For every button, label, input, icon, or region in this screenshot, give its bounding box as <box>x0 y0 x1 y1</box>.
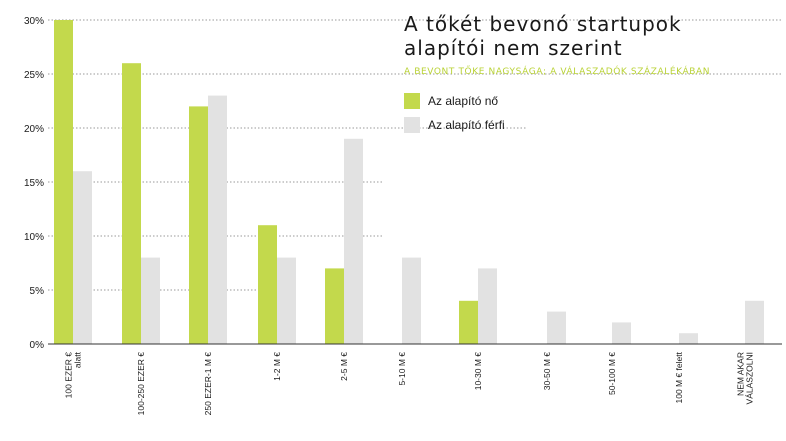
y-tick-label: 0% <box>30 340 45 351</box>
legend-item-female: Az alapító nő <box>404 93 498 109</box>
bar-male <box>745 300 764 344</box>
bar-male <box>547 311 566 344</box>
y-tick-label: 5% <box>30 286 45 297</box>
chart-title: A tőkét bevonó startupok alapítói nem sz… <box>404 12 774 60</box>
bar-male <box>73 171 92 344</box>
bar-female <box>459 300 478 344</box>
x-tick-label: 100 M € felett <box>674 351 684 403</box>
x-tick-label: 1-2 M € <box>272 352 282 381</box>
x-tick-label-line: 100-250 EZER € <box>136 352 146 416</box>
x-tick-label: 2-5 M € <box>339 352 349 381</box>
x-tick-label: NEM AKAR VÁLASZOLNI <box>736 352 755 404</box>
chart-subtitle: A BEVONT TŐKE NAGYSÁGA; A VÁLASZADÓK SZÁ… <box>404 67 711 77</box>
y-axis-ticks: 0% 5% 10% 15% 20% 25% 30% <box>24 16 44 351</box>
x-tick-label: 250 EZER-1 M € <box>203 352 213 416</box>
x-tick-label: 100-250 EZER € <box>136 352 146 416</box>
chart-title-line-2: alapítói nem szerint <box>404 36 623 60</box>
legend-label-male: Az alapító férfi <box>428 118 505 132</box>
x-tick-label-line: 50-100 M € <box>607 352 617 395</box>
legend-swatch-male <box>404 117 420 133</box>
gridlines <box>48 19 782 291</box>
chart-title-line-1: A tőkét bevonó startupok <box>404 12 682 36</box>
y-tick-label: 10% <box>24 232 44 243</box>
x-tick-label: 50-100 M € <box>607 352 617 395</box>
bar-female <box>54 20 73 344</box>
y-tick-label: 30% <box>24 16 44 27</box>
y-tick-label: 20% <box>24 124 44 135</box>
x-axis-ticks: 100 EZER € alatt 100-250 EZER € 250 EZER-1 … <box>64 351 755 415</box>
x-tick-label-line: 30-50 M € <box>542 352 552 391</box>
y-tick-label: 25% <box>24 70 44 81</box>
x-tick-label: 10-30 M € <box>473 352 483 391</box>
bars <box>54 20 764 345</box>
bar-male <box>478 268 497 344</box>
x-tick-label-line: NEM AKAR <box>736 352 746 396</box>
y-tick-label: 15% <box>24 178 44 189</box>
x-tick-label-line: 5-10 M € <box>397 352 407 386</box>
x-tick-label-line: 100 EZER € <box>64 352 74 399</box>
bar-male <box>612 322 631 344</box>
x-tick-label-line: 100 M € felett <box>674 351 684 403</box>
x-tick-label: 100 EZER € alatt <box>64 351 83 398</box>
bar-female <box>122 63 141 344</box>
bar-male <box>344 138 363 344</box>
x-tick-label-line: alatt <box>73 351 83 368</box>
bar-male <box>141 257 160 344</box>
legend-label-female: Az alapító nő <box>428 94 499 108</box>
bar-female <box>189 106 208 345</box>
x-tick-label: 5-10 M € <box>397 352 407 386</box>
x-tick-label-line: 2-5 M € <box>339 352 349 381</box>
x-tick-label: 30-50 M € <box>542 352 552 391</box>
x-tick-label-line: VÁLASZOLNI <box>745 352 755 404</box>
legend-swatch-female <box>404 93 420 109</box>
x-tick-label-line: 250 EZER-1 M € <box>203 352 213 416</box>
x-tick-label-line: 10-30 M € <box>473 352 483 391</box>
x-tick-label-line: 1-2 M € <box>272 352 282 381</box>
bar-male <box>277 257 296 344</box>
bar-female <box>325 268 344 344</box>
bar-female <box>258 225 277 344</box>
bar-male <box>679 333 698 344</box>
legend-item-male: Az alapító férfi <box>404 117 505 133</box>
bar-male <box>402 257 421 344</box>
bar-male <box>208 95 227 344</box>
